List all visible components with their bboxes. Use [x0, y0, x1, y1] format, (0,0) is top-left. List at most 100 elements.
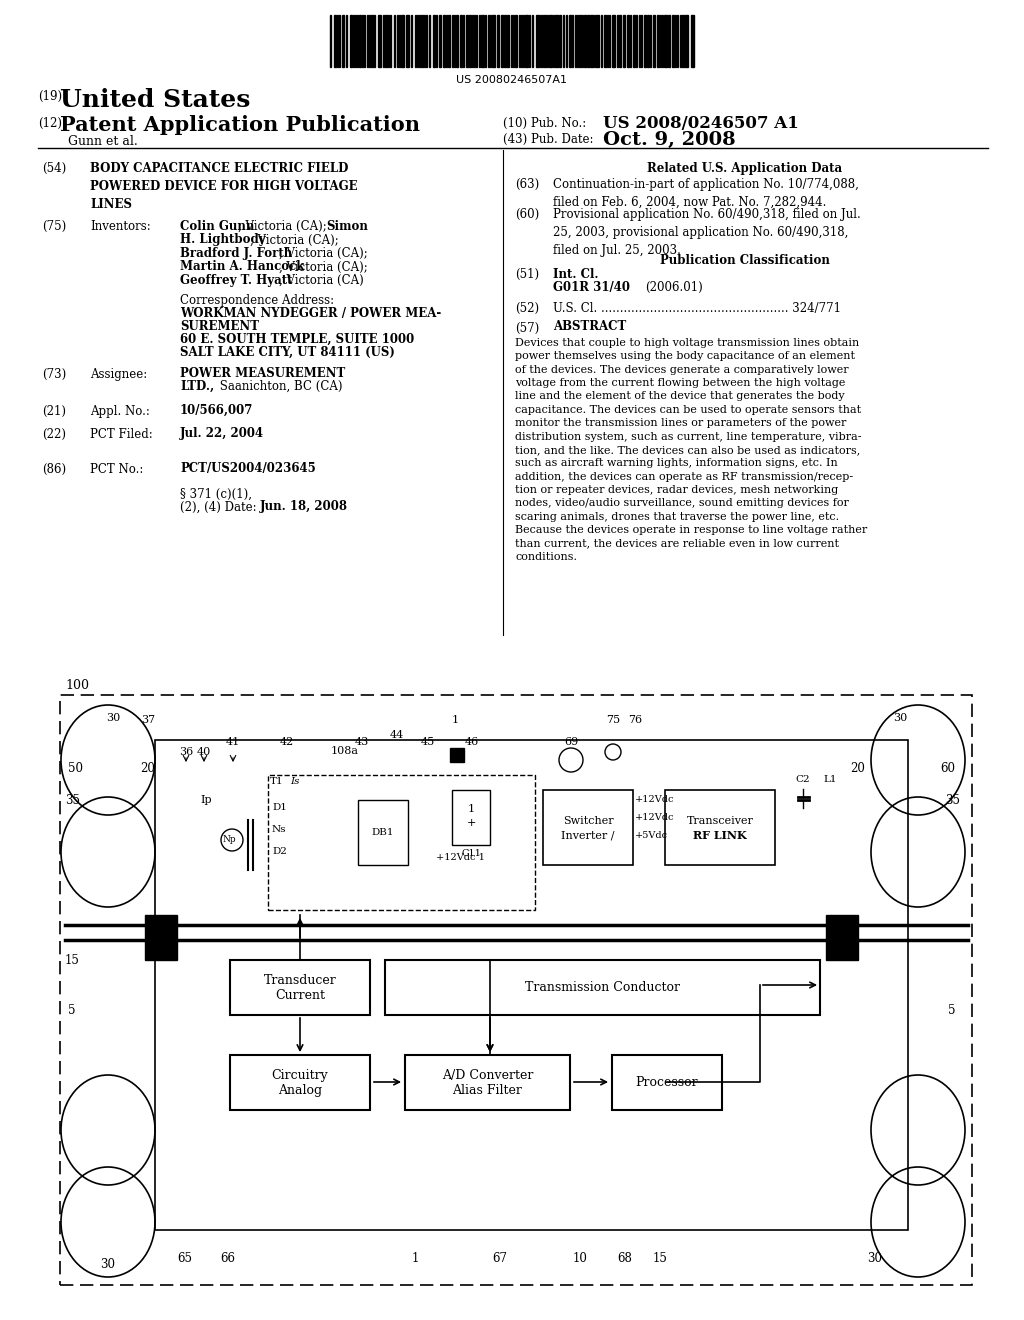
Bar	[359, 15, 361, 67]
Bar	[504, 15, 506, 67]
Text: Publication Classification: Publication Classification	[660, 253, 829, 267]
Bar	[433, 15, 435, 67]
Bar	[452, 789, 490, 845]
Bar	[515, 15, 517, 67]
Text: 46: 46	[465, 737, 479, 747]
Bar	[587, 15, 589, 67]
Text: Int. Cl.: Int. Cl.	[553, 268, 598, 281]
Bar	[590, 15, 593, 67]
Text: DB1: DB1	[372, 828, 394, 837]
Bar	[544, 15, 546, 67]
Text: PCT/US2004/023645: PCT/US2004/023645	[180, 462, 315, 475]
Bar	[466, 15, 468, 67]
Text: (10) Pub. No.:: (10) Pub. No.:	[503, 117, 587, 129]
Text: (22): (22)	[42, 428, 66, 441]
Bar	[612, 1055, 722, 1110]
Text: T1: T1	[270, 777, 284, 787]
Text: (63): (63)	[515, 178, 540, 191]
Text: Related U.S. Application Data: Related U.S. Application Data	[647, 162, 843, 176]
Bar	[443, 15, 445, 67]
Bar	[439, 15, 441, 67]
Text: US 2008/0246507 A1: US 2008/0246507 A1	[603, 115, 799, 132]
Bar	[460, 15, 462, 67]
Bar	[647, 15, 649, 67]
Text: G01R 31/40: G01R 31/40	[553, 281, 630, 294]
Bar	[378, 15, 381, 67]
Text: 76: 76	[628, 715, 642, 725]
Bar	[230, 1055, 370, 1110]
Text: A/D Converter: A/D Converter	[441, 1069, 534, 1082]
Bar	[536, 15, 539, 67]
Text: 1: 1	[452, 715, 459, 725]
Bar	[492, 15, 495, 67]
Text: Appl. No.:: Appl. No.:	[90, 405, 150, 418]
Text: (54): (54)	[42, 162, 67, 176]
Text: 1: 1	[467, 804, 474, 814]
Text: (43) Pub. Date:: (43) Pub. Date:	[503, 133, 594, 147]
Bar	[543, 789, 633, 865]
Bar	[682, 15, 684, 67]
Text: § 371 (c)(1),: § 371 (c)(1),	[180, 488, 252, 502]
Text: Colin Gunn: Colin Gunn	[180, 220, 254, 234]
Text: RF LINK: RF LINK	[693, 830, 746, 841]
Text: (2006.01): (2006.01)	[645, 281, 702, 294]
Text: +12Vdc: +12Vdc	[635, 796, 675, 804]
Bar	[507, 15, 509, 67]
Text: Analog: Analog	[278, 1084, 323, 1097]
Bar	[342, 15, 344, 67]
Text: (12): (12)	[38, 117, 62, 129]
Text: Provisional application No. 60/490,318, filed on Jul.
25, 2003, provisional appl: Provisional application No. 60/490,318, …	[553, 209, 861, 257]
Text: Continuation-in-part of application No. 10/774,088,
filed on Feb. 6, 2004, now P: Continuation-in-part of application No. …	[553, 178, 859, 209]
Bar	[334, 15, 336, 67]
Bar	[406, 15, 409, 67]
Text: +: +	[466, 817, 476, 828]
Text: H. Lightbody: H. Lightbody	[180, 234, 265, 247]
Text: Inverter /: Inverter /	[561, 830, 614, 841]
Bar	[569, 15, 571, 67]
Text: (75): (75)	[42, 220, 67, 234]
Bar	[501, 15, 503, 67]
Text: 65: 65	[177, 1251, 193, 1265]
Bar	[449, 15, 450, 67]
Text: 67: 67	[493, 1251, 508, 1265]
Text: 68: 68	[617, 1251, 633, 1265]
Bar	[653, 15, 655, 67]
Text: +5Vdc: +5Vdc	[635, 832, 668, 841]
Text: (21): (21)	[42, 405, 66, 418]
Bar	[559, 15, 561, 67]
Bar	[555, 15, 558, 67]
Text: , Victoria (CA);: , Victoria (CA);	[279, 260, 368, 273]
Text: Correspondence Address:: Correspondence Address:	[180, 294, 334, 308]
Text: 35: 35	[945, 793, 961, 807]
Text: 75: 75	[606, 715, 621, 725]
Text: 45: 45	[421, 737, 435, 747]
Text: Geoffrey T. Hyatt: Geoffrey T. Hyatt	[180, 275, 293, 286]
Bar	[584, 15, 586, 67]
Text: BODY CAPACITANCE ELECTRIC FIELD
POWERED DEVICE FOR HIGH VOLTAGE
LINES: BODY CAPACITANCE ELECTRIC FIELD POWERED …	[90, 162, 357, 211]
Text: C2: C2	[795, 776, 810, 784]
Text: Jul. 22, 2004: Jul. 22, 2004	[180, 426, 264, 440]
Text: PCT No.:: PCT No.:	[90, 463, 143, 477]
Text: POWER MEASUREMENT: POWER MEASUREMENT	[180, 367, 345, 380]
Text: Transceiver: Transceiver	[686, 816, 754, 825]
Text: 1: 1	[412, 1251, 419, 1265]
Text: , Victoria (CA);: , Victoria (CA);	[279, 247, 368, 260]
Text: 44: 44	[390, 730, 404, 741]
Bar	[685, 15, 688, 67]
Text: (52): (52)	[515, 302, 539, 315]
Text: 30: 30	[100, 1258, 116, 1271]
Text: 35: 35	[65, 793, 80, 807]
Bar	[401, 15, 404, 67]
Text: , Victoria (CA): , Victoria (CA)	[279, 275, 364, 286]
Text: , Victoria (CA);: , Victoria (CA);	[238, 220, 331, 234]
Text: D1: D1	[272, 804, 287, 813]
Text: Martin A. Hancock: Martin A. Hancock	[180, 260, 304, 273]
Bar	[691, 15, 694, 67]
Text: (86): (86)	[42, 463, 67, 477]
Text: 30: 30	[867, 1251, 883, 1265]
Text: 20: 20	[850, 762, 865, 775]
Bar	[497, 15, 499, 67]
Bar	[385, 960, 820, 1015]
Bar	[525, 15, 528, 67]
Bar	[627, 15, 629, 67]
